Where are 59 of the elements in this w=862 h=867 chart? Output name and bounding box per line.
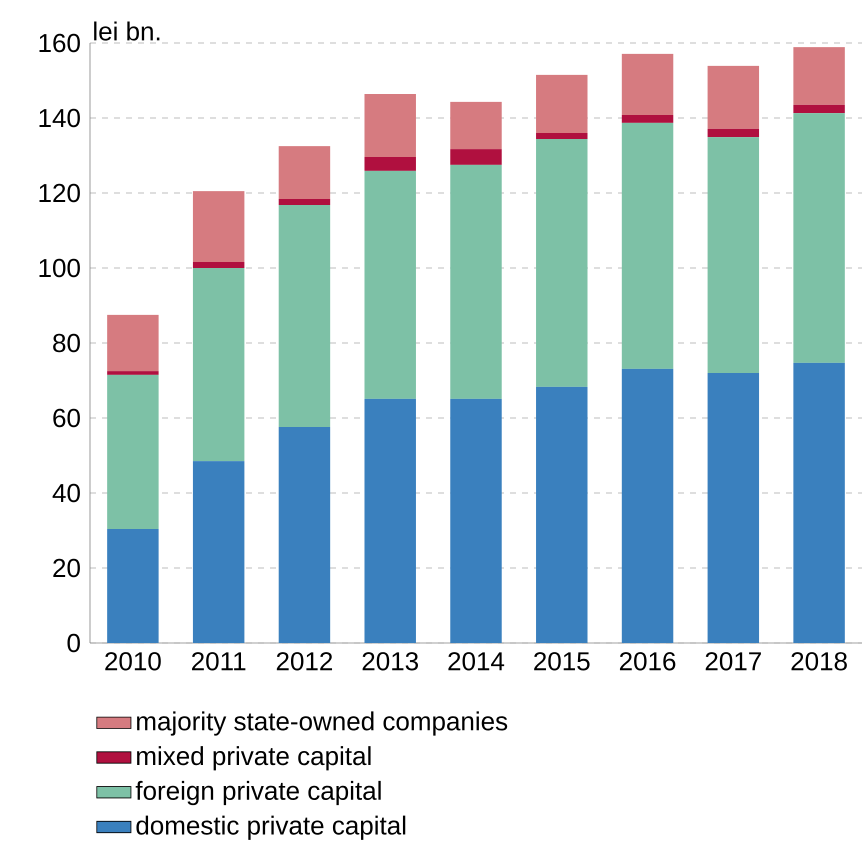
x-tick-label: 2013 bbox=[362, 652, 418, 670]
y-tick-label: 100 bbox=[40, 258, 80, 278]
x-tick-label: 2016 bbox=[620, 652, 676, 670]
x-tick-label: 2017 bbox=[706, 652, 761, 670]
bar bbox=[107, 374, 159, 529]
bar bbox=[708, 66, 760, 129]
bar bbox=[622, 368, 674, 644]
bar bbox=[536, 132, 588, 139]
bar bbox=[107, 371, 159, 375]
y-tick-label: 40 bbox=[52, 484, 80, 502]
bar bbox=[793, 362, 845, 644]
bar bbox=[107, 529, 159, 644]
bar bbox=[192, 268, 244, 462]
x-tick-label: 2010 bbox=[105, 652, 161, 670]
bar bbox=[192, 191, 244, 262]
bar bbox=[278, 205, 330, 427]
y-axis-title: lei bn. bbox=[94, 21, 160, 41]
bar bbox=[708, 137, 760, 374]
y-tick-label: 60 bbox=[53, 408, 80, 428]
bar bbox=[192, 262, 244, 268]
bar bbox=[364, 398, 416, 644]
bar bbox=[278, 146, 330, 199]
legend-label: foreign private capital bbox=[136, 780, 381, 806]
x-tick-label: 2011 bbox=[192, 652, 246, 670]
y-tick-label: 140 bbox=[40, 108, 80, 128]
y-tick-label: 160 bbox=[40, 34, 80, 52]
y-tick-label: 20 bbox=[53, 558, 80, 578]
bar bbox=[536, 138, 588, 387]
legend-label: majority state-owned companies bbox=[137, 711, 508, 736]
x-tick-label: 2012 bbox=[276, 652, 332, 670]
x-tick-label: 2014 bbox=[448, 652, 504, 670]
bar bbox=[450, 102, 502, 150]
bar bbox=[450, 164, 502, 399]
bar bbox=[450, 149, 502, 165]
y-tick-label: 0 bbox=[67, 634, 80, 652]
bar bbox=[622, 122, 674, 369]
x-tick-label: 2015 bbox=[534, 652, 590, 670]
bar bbox=[536, 74, 588, 133]
bar bbox=[192, 461, 244, 644]
bar bbox=[364, 170, 416, 399]
bar bbox=[364, 157, 416, 171]
legend-label: domestic private capital bbox=[136, 816, 406, 840]
bar bbox=[622, 115, 674, 123]
bar bbox=[622, 54, 674, 115]
bar bbox=[107, 314, 159, 372]
bar bbox=[708, 373, 760, 644]
legend-label: mixed private capital bbox=[137, 746, 371, 770]
bar bbox=[793, 104, 845, 114]
bar bbox=[278, 199, 330, 205]
x-tick-label: 2018 bbox=[792, 652, 847, 670]
bar bbox=[793, 47, 845, 105]
bar bbox=[536, 386, 588, 644]
bar bbox=[450, 398, 502, 644]
bar bbox=[793, 113, 845, 363]
y-tick-label: 80 bbox=[53, 334, 80, 352]
bar bbox=[364, 94, 416, 157]
bar bbox=[278, 427, 330, 644]
bar bbox=[708, 128, 760, 138]
y-tick-label: 120 bbox=[40, 184, 80, 202]
